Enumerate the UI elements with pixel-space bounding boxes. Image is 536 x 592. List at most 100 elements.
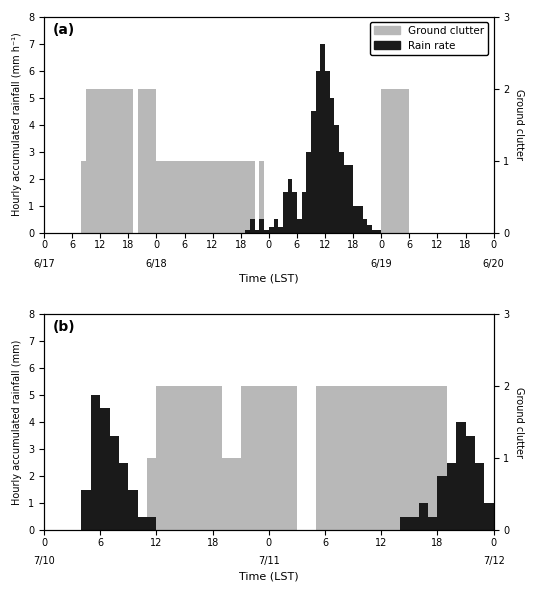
Text: Time (LST): Time (LST): [239, 274, 299, 284]
Bar: [410, 517, 419, 530]
Bar: [175, 386, 184, 530]
Bar: [278, 227, 283, 233]
Bar: [203, 160, 208, 233]
Bar: [86, 89, 91, 233]
Bar: [147, 517, 157, 530]
Bar: [143, 89, 147, 233]
Y-axis label: Ground clutter: Ground clutter: [513, 387, 524, 458]
Bar: [232, 160, 236, 233]
Bar: [372, 230, 377, 233]
Text: 6/20: 6/20: [483, 259, 504, 269]
Y-axis label: Ground clutter: Ground clutter: [513, 89, 524, 160]
Bar: [344, 165, 348, 233]
Bar: [213, 386, 222, 530]
Bar: [152, 89, 157, 233]
Bar: [353, 386, 362, 530]
Legend: Ground clutter, Rain rate: Ground clutter, Rain rate: [370, 22, 488, 55]
Text: 6/19: 6/19: [370, 259, 392, 269]
Bar: [456, 422, 466, 530]
Bar: [157, 386, 166, 530]
Bar: [288, 179, 292, 233]
Bar: [213, 160, 217, 233]
Bar: [269, 227, 273, 233]
Bar: [128, 89, 133, 233]
Bar: [419, 386, 428, 530]
Bar: [227, 160, 232, 233]
Bar: [105, 89, 109, 233]
Bar: [208, 160, 213, 233]
Bar: [194, 386, 203, 530]
Bar: [484, 503, 494, 530]
Bar: [297, 219, 302, 233]
Bar: [325, 386, 334, 530]
Bar: [428, 517, 437, 530]
Bar: [157, 160, 161, 233]
Bar: [138, 517, 147, 530]
Bar: [400, 517, 410, 530]
Bar: [358, 205, 362, 233]
Bar: [362, 386, 372, 530]
Bar: [166, 160, 170, 233]
Text: Time (LST): Time (LST): [239, 571, 299, 581]
Bar: [288, 386, 297, 530]
Bar: [330, 98, 334, 233]
Bar: [325, 70, 330, 233]
Bar: [184, 386, 194, 530]
Bar: [250, 386, 259, 530]
Bar: [184, 160, 189, 233]
Y-axis label: Hourly accumulated rainfall (mm h⁻¹): Hourly accumulated rainfall (mm h⁻¹): [12, 33, 23, 217]
Bar: [259, 219, 264, 233]
Bar: [180, 160, 184, 233]
Bar: [128, 490, 138, 530]
Bar: [95, 89, 100, 233]
Bar: [391, 89, 395, 233]
Bar: [334, 386, 344, 530]
Text: 7/10: 7/10: [33, 556, 55, 566]
Bar: [381, 89, 386, 233]
Bar: [334, 125, 339, 233]
Bar: [232, 458, 241, 530]
Bar: [119, 462, 128, 530]
Bar: [377, 230, 381, 233]
Bar: [250, 160, 255, 233]
Bar: [109, 89, 114, 233]
Bar: [353, 205, 358, 233]
Bar: [306, 152, 311, 233]
Bar: [124, 89, 128, 233]
Bar: [391, 386, 400, 530]
Bar: [269, 386, 278, 530]
Bar: [81, 160, 86, 233]
Bar: [344, 386, 353, 530]
Bar: [259, 160, 264, 233]
Bar: [161, 160, 166, 233]
Bar: [321, 44, 325, 233]
Text: 6/18: 6/18: [146, 259, 167, 269]
Bar: [217, 160, 222, 233]
Bar: [395, 89, 400, 233]
Bar: [198, 160, 203, 233]
Bar: [203, 386, 213, 530]
Bar: [245, 230, 250, 233]
Bar: [222, 458, 232, 530]
Bar: [278, 386, 288, 530]
Bar: [147, 458, 157, 530]
Bar: [222, 160, 227, 233]
Bar: [283, 192, 288, 233]
Bar: [245, 160, 250, 233]
Y-axis label: Hourly accumulated rainfall (mm): Hourly accumulated rainfall (mm): [12, 339, 23, 505]
Bar: [100, 408, 109, 530]
Bar: [119, 89, 124, 233]
Text: (a): (a): [53, 23, 75, 37]
Text: 7/12: 7/12: [483, 556, 504, 566]
Bar: [259, 386, 269, 530]
Bar: [138, 89, 143, 233]
Bar: [362, 219, 367, 233]
Bar: [189, 160, 194, 233]
Bar: [91, 89, 95, 233]
Bar: [292, 192, 297, 233]
Bar: [170, 160, 175, 233]
Text: 7/11: 7/11: [258, 556, 280, 566]
Bar: [475, 462, 484, 530]
Bar: [175, 160, 180, 233]
Bar: [100, 89, 105, 233]
